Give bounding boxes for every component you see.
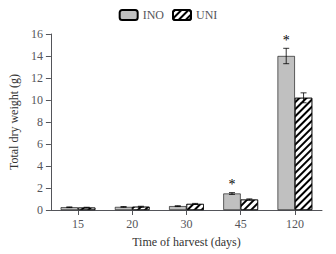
svg-text:Total dry weight (g): Total dry weight (g): [7, 74, 21, 170]
svg-text:2: 2: [37, 181, 43, 195]
svg-text:16: 16: [31, 27, 43, 41]
svg-text:120: 120: [286, 217, 304, 231]
svg-text:INO: INO: [143, 8, 165, 22]
svg-text:45: 45: [235, 217, 247, 231]
svg-text:0: 0: [37, 203, 43, 217]
svg-text:8: 8: [37, 115, 43, 129]
svg-text:6: 6: [37, 137, 43, 151]
svg-text:15: 15: [72, 217, 84, 231]
svg-text:*: *: [283, 33, 290, 48]
svg-text:30: 30: [180, 217, 192, 231]
svg-text:UNI: UNI: [196, 8, 217, 22]
svg-text:20: 20: [126, 217, 138, 231]
svg-text:Time of harvest (days): Time of harvest (days): [132, 235, 241, 249]
svg-text:14: 14: [31, 49, 43, 63]
svg-text:*: *: [228, 177, 235, 192]
svg-text:10: 10: [31, 93, 43, 107]
svg-text:4: 4: [37, 159, 43, 173]
svg-text:12: 12: [31, 71, 43, 85]
